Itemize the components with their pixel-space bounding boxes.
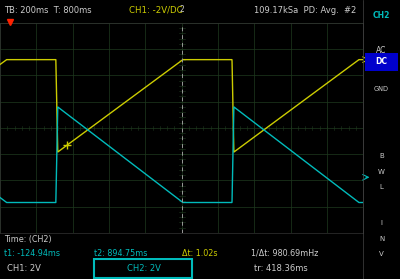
Text: B: B <box>379 153 384 159</box>
Text: t1: -124.94ms: t1: -124.94ms <box>4 249 60 258</box>
Text: N: N <box>379 235 384 242</box>
Text: CH1: 2V: CH1: 2V <box>7 264 41 273</box>
Text: 1/Δt: 980.69mHz: 1/Δt: 980.69mHz <box>251 249 318 258</box>
Text: TB: 200ms  T: 800ms: TB: 200ms T: 800ms <box>4 6 91 15</box>
Text: Time: (CH2): Time: (CH2) <box>4 235 51 244</box>
Text: tr: 418.36ms: tr: 418.36ms <box>254 264 308 273</box>
Text: CH1: -2V/DC: CH1: -2V/DC <box>129 6 183 15</box>
Text: L: L <box>380 184 384 190</box>
Text: AC: AC <box>376 46 387 55</box>
FancyBboxPatch shape <box>94 259 192 278</box>
Text: V: V <box>379 251 384 257</box>
Text: GND: GND <box>374 86 389 92</box>
Text: W: W <box>378 169 385 175</box>
Text: 109.17kSa  PD: Avg.  #2: 109.17kSa PD: Avg. #2 <box>254 6 356 15</box>
Text: t2: 894.75ms: t2: 894.75ms <box>94 249 148 258</box>
Text: Δt: 1.02s: Δt: 1.02s <box>182 249 217 258</box>
Text: I: I <box>381 220 383 226</box>
Text: DC: DC <box>376 57 388 66</box>
Text: CH2: 2V: CH2: 2V <box>126 264 160 273</box>
Text: CH2: CH2 <box>373 11 390 20</box>
Text: 2: 2 <box>180 6 185 15</box>
Bar <box>365 53 398 71</box>
